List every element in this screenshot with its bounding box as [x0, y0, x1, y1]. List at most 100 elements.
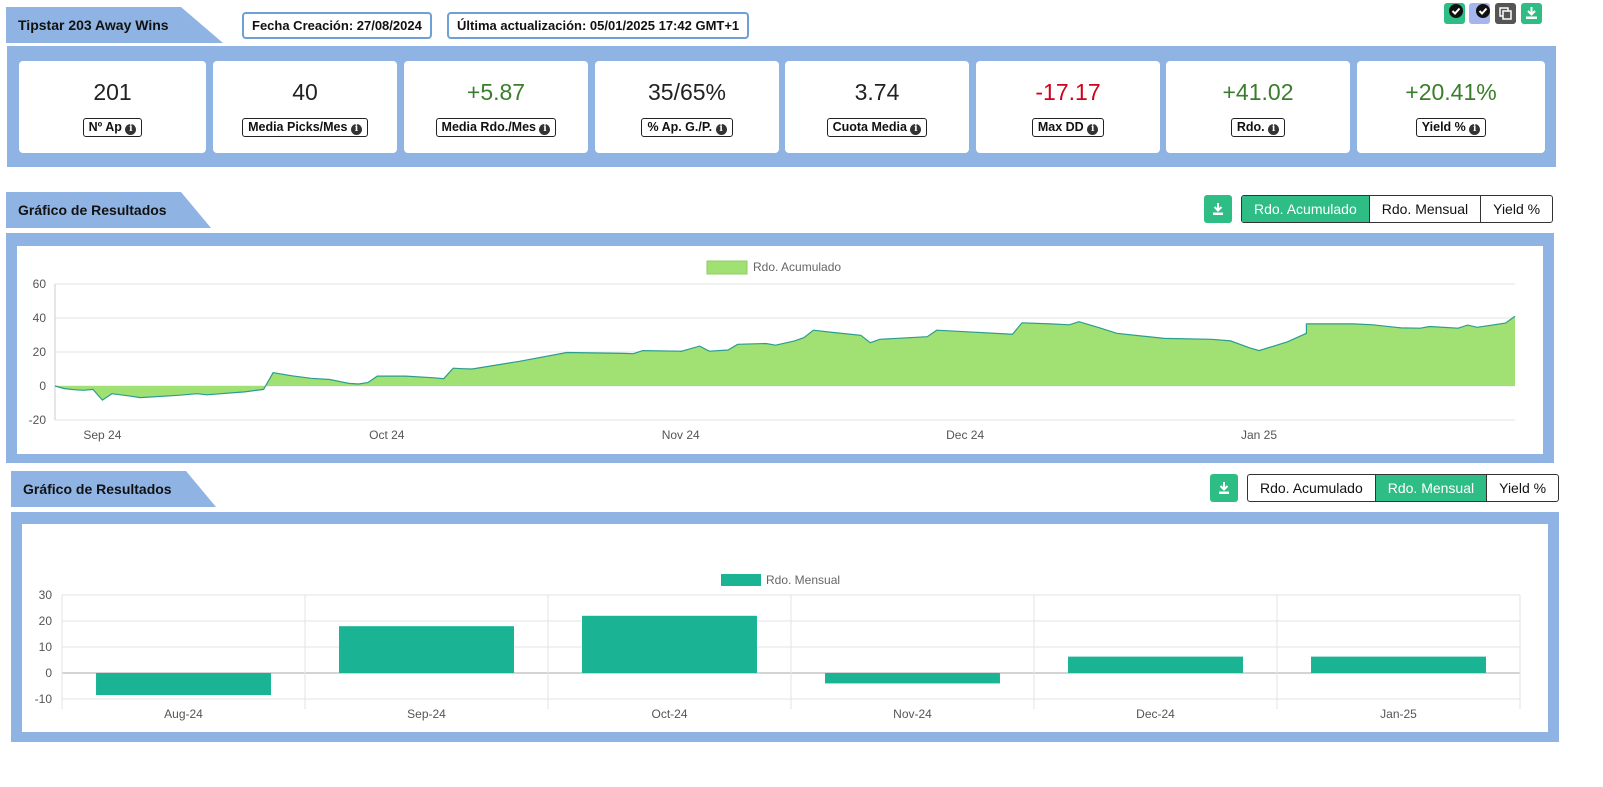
stat-label[interactable]: Rdo. i [1230, 118, 1286, 137]
y-tick-label: 60 [33, 277, 47, 291]
legend-swatch [706, 260, 748, 275]
chart-mode-yield-button[interactable]: Yield % [1486, 475, 1558, 501]
legend-label: Rdo. Mensual [766, 573, 840, 587]
x-tick-label: Dec-24 [1136, 707, 1175, 721]
y-tick-label: 0 [45, 666, 52, 680]
y-tick-label: 40 [33, 311, 47, 325]
info-icon[interactable]: i [1268, 124, 1280, 135]
chart-mode-cumulative-button[interactable]: Rdo. Acumulado [1260, 480, 1363, 496]
last-update-badge: Última actualización: 05/01/2025 17:42 G… [447, 12, 750, 39]
creation-date-badge: Fecha Creación: 27/08/2024 [242, 12, 432, 39]
y-tick-label: 10 [39, 640, 53, 654]
stat-card: +41.02 Rdo. i [1166, 61, 1350, 153]
x-tick-label: Sep 24 [83, 428, 121, 442]
stat-value: 3.74 [854, 79, 900, 105]
x-tick-label: Aug-24 [164, 707, 203, 721]
x-tick-label: Dec 24 [946, 428, 984, 442]
y-tick-label: -20 [29, 413, 47, 427]
x-tick-label: Nov 24 [662, 428, 700, 442]
chart-mode-cumulative-button[interactable]: Rdo. Acumulado [1242, 196, 1369, 222]
chart2-container: 30 20 10 0 -10 Aug-24 Sep-24 Oct-24 Nov-24 Dec-24… [22, 524, 1548, 732]
stat-label-text: Nº Ap [88, 120, 126, 134]
series-line [54, 315, 1516, 401]
stat-value: 201 [93, 79, 132, 105]
section-title: Gráfico de Resultados [18, 202, 167, 218]
stat-value: +41.02 [1222, 79, 1294, 105]
stat-value: 35/65% [647, 79, 726, 105]
stat-label[interactable]: Cuota Media i [826, 118, 928, 137]
stat-label[interactable]: Nº Ap i [82, 118, 143, 137]
tipstar-title: Tipstar 203 Away Wins [18, 17, 169, 33]
x-tick-label: Oct-24 [651, 707, 687, 721]
download-chart-button[interactable] [1204, 195, 1232, 223]
results-chart-tab-2: Gráfico de Resultados [11, 471, 216, 507]
chart-mode-toggle[interactable]: Rdo. Acumulado Rdo. Mensual Yield % [1241, 195, 1554, 223]
info-icon[interactable]: i [125, 124, 137, 135]
section-title-2: Gráfico de Resultados [23, 481, 172, 497]
stat-label-text: Media Picks/Mes [248, 120, 351, 134]
y-tick-label: -10 [35, 692, 53, 706]
stat-label[interactable]: Max DD i [1031, 118, 1105, 137]
x-tick-label: Jan-25 [1380, 707, 1417, 721]
stat-card: +20.41% Yield % i [1357, 61, 1545, 153]
tipstar-title-tab: Tipstar 203 Away Wins [6, 7, 223, 43]
legend-swatch [721, 574, 761, 586]
stat-label-text: Yield % [1421, 120, 1470, 134]
bar [339, 626, 514, 673]
bar [96, 673, 271, 696]
info-icon[interactable]: i [350, 124, 362, 135]
chart-mode-yield-button[interactable]: Yield % [1480, 196, 1552, 222]
stat-value: 40 [292, 79, 318, 105]
stat-label-text: Max DD [1037, 120, 1088, 134]
stat-card: -17.17 Max DD i [976, 61, 1160, 153]
check-icon[interactable] [1469, 3, 1490, 24]
stat-value: +5.87 [466, 79, 526, 105]
y-tick-label: 20 [33, 345, 47, 359]
stat-label[interactable]: % Ap. G./P. i [641, 118, 733, 137]
stat-card: +5.87 Media Rdo./Mes i [404, 61, 588, 153]
stat-label[interactable]: Media Rdo./Mes i [435, 118, 557, 137]
chart-mode-toggle-2[interactable]: Rdo. Acumulado Rdo. Mensual Yield % [1247, 474, 1560, 502]
monthly-result-chart: 30 20 10 0 -10 Aug-24 Sep-24 Oct-24 Nov-24 Dec-24… [35, 573, 1521, 721]
info-icon[interactable]: i [1087, 124, 1099, 135]
legend-label: Rdo. Acumulado [753, 260, 841, 274]
stat-label-text: Media Rdo./Mes [441, 120, 540, 134]
cumulative-result-chart: 60 40 20 0 -20 Sep 24 Oct 24 Nov 24 Dec 24 Jan 25… [29, 260, 1516, 442]
info-icon[interactable]: i [1469, 124, 1481, 135]
stat-label-text: % Ap. G./P. [647, 120, 716, 134]
bar [1311, 656, 1486, 673]
bar [582, 615, 757, 673]
x-tick-label: Sep-24 [407, 707, 446, 721]
stat-value: -17.17 [1035, 79, 1101, 105]
stat-label[interactable]: Yield % i [1415, 118, 1487, 137]
y-tick-label: 30 [39, 588, 53, 602]
bar [825, 673, 1000, 684]
download-icon [1213, 203, 1223, 215]
chart-mode-monthly-button[interactable]: Rdo. Mensual [1368, 196, 1480, 222]
x-tick-label: Oct 24 [369, 428, 405, 442]
stat-card: 201 Nº Ap i [19, 61, 206, 153]
y-tick-label: 20 [39, 614, 53, 628]
bar [1068, 656, 1243, 673]
download-chart-button-2[interactable] [1210, 474, 1238, 502]
copy-icon[interactable] [1495, 3, 1516, 24]
stat-card: 40 Media Picks/Mes i [213, 61, 397, 153]
stat-card: 35/65% % Ap. G./P. i [595, 61, 779, 153]
chart-mode-monthly-button[interactable]: Rdo. Mensual [1374, 475, 1487, 501]
chart1-container: 60 40 20 0 -20 Sep 24 Oct 24 Nov 24 Dec 24 Jan 25… [17, 246, 1543, 454]
y-tick-label: 0 [39, 379, 46, 393]
stat-label[interactable]: Media Picks/Mes i [242, 118, 368, 137]
stat-label-text: Rdo. [1236, 120, 1269, 134]
info-icon[interactable]: i [539, 124, 551, 135]
stat-card: 3.74 Cuota Media i [785, 61, 969, 153]
check-icon[interactable] [1444, 3, 1465, 24]
download-icon[interactable] [1521, 3, 1542, 24]
x-tick-label: Nov-24 [893, 707, 932, 721]
stat-value: +20.41% [1405, 79, 1497, 105]
info-icon[interactable]: i [910, 124, 922, 135]
area-series [55, 316, 1515, 401]
stat-label-text: Cuota Media [832, 120, 911, 134]
results-chart-tab: Gráfico de Resultados [6, 192, 211, 228]
download-icon [1219, 482, 1229, 494]
info-icon[interactable]: i [715, 124, 727, 135]
